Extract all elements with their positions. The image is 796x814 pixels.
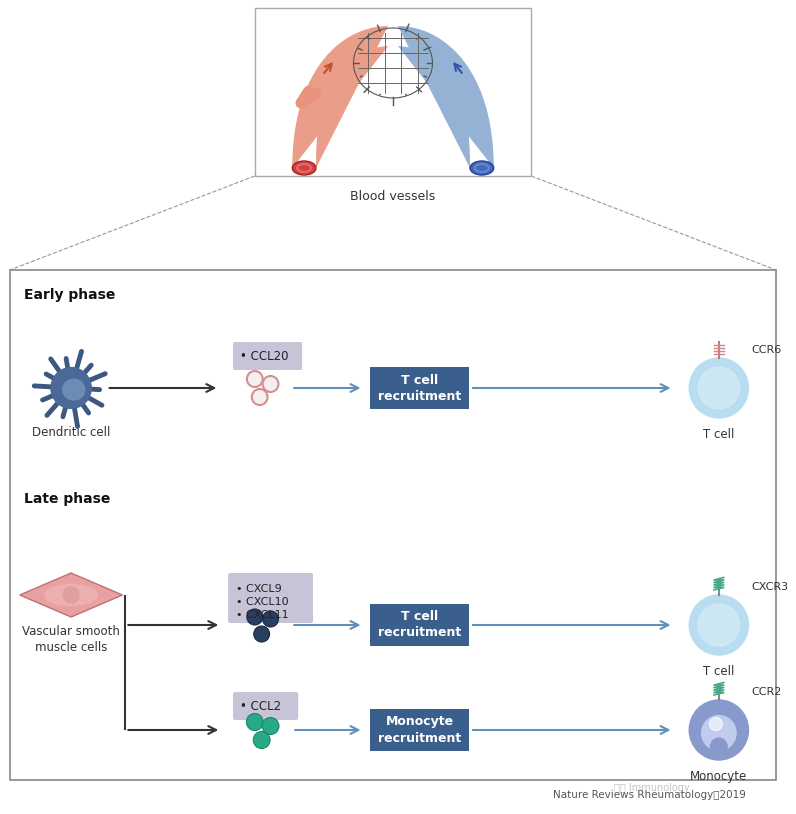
FancyBboxPatch shape (228, 573, 313, 623)
Text: T cell: T cell (703, 428, 735, 441)
FancyBboxPatch shape (255, 8, 531, 176)
Text: CCR2: CCR2 (751, 687, 782, 697)
Ellipse shape (470, 161, 494, 175)
Circle shape (711, 738, 728, 755)
Circle shape (689, 595, 748, 655)
FancyBboxPatch shape (10, 270, 776, 780)
Text: T cell
recruitment: T cell recruitment (378, 374, 462, 402)
Circle shape (709, 717, 723, 731)
Circle shape (253, 732, 270, 749)
Circle shape (247, 609, 263, 625)
Text: • CXCL10: • CXCL10 (236, 597, 289, 607)
Circle shape (252, 389, 267, 405)
Circle shape (689, 358, 748, 418)
Text: Monocyte
recruitment: Monocyte recruitment (378, 716, 462, 745)
Ellipse shape (292, 161, 316, 175)
Text: T cell: T cell (703, 665, 735, 678)
Circle shape (263, 376, 279, 392)
Polygon shape (20, 573, 123, 617)
Text: Dendritic cell: Dendritic cell (32, 426, 111, 439)
Circle shape (51, 368, 92, 409)
Text: Late phase: Late phase (24, 492, 110, 506)
Circle shape (247, 714, 263, 730)
Text: Early phase: Early phase (24, 288, 115, 302)
Text: Nature Reviews Rheumatology，2019: Nature Reviews Rheumatology，2019 (552, 790, 746, 800)
Text: • CCL20: • CCL20 (240, 349, 288, 362)
Ellipse shape (62, 379, 85, 400)
Polygon shape (398, 26, 494, 168)
Text: • CXCL9: • CXCL9 (236, 584, 282, 594)
Text: Vascular smooth
muscle cells: Vascular smooth muscle cells (22, 625, 120, 654)
Ellipse shape (44, 584, 98, 606)
FancyBboxPatch shape (370, 709, 469, 751)
FancyBboxPatch shape (370, 604, 469, 646)
Circle shape (698, 604, 739, 646)
Circle shape (262, 717, 279, 734)
Circle shape (263, 611, 279, 627)
Polygon shape (292, 26, 388, 168)
Circle shape (701, 716, 736, 751)
Circle shape (63, 587, 79, 603)
Text: T cell
recruitment: T cell recruitment (378, 610, 462, 640)
FancyBboxPatch shape (233, 342, 302, 370)
Text: 阅读 Immunology: 阅读 Immunology (614, 783, 689, 793)
FancyBboxPatch shape (233, 692, 298, 720)
Circle shape (689, 700, 748, 760)
Circle shape (698, 367, 739, 409)
Text: CCR6: CCR6 (751, 345, 782, 355)
Text: • CCL2: • CCL2 (240, 699, 281, 712)
Text: • CXCL11: • CXCL11 (236, 610, 289, 620)
Circle shape (247, 371, 263, 387)
Circle shape (254, 626, 270, 642)
Text: CXCR3: CXCR3 (751, 582, 789, 592)
Text: Monocyte: Monocyte (690, 770, 747, 783)
Text: Blood vessels: Blood vessels (350, 190, 435, 203)
FancyBboxPatch shape (370, 367, 469, 409)
